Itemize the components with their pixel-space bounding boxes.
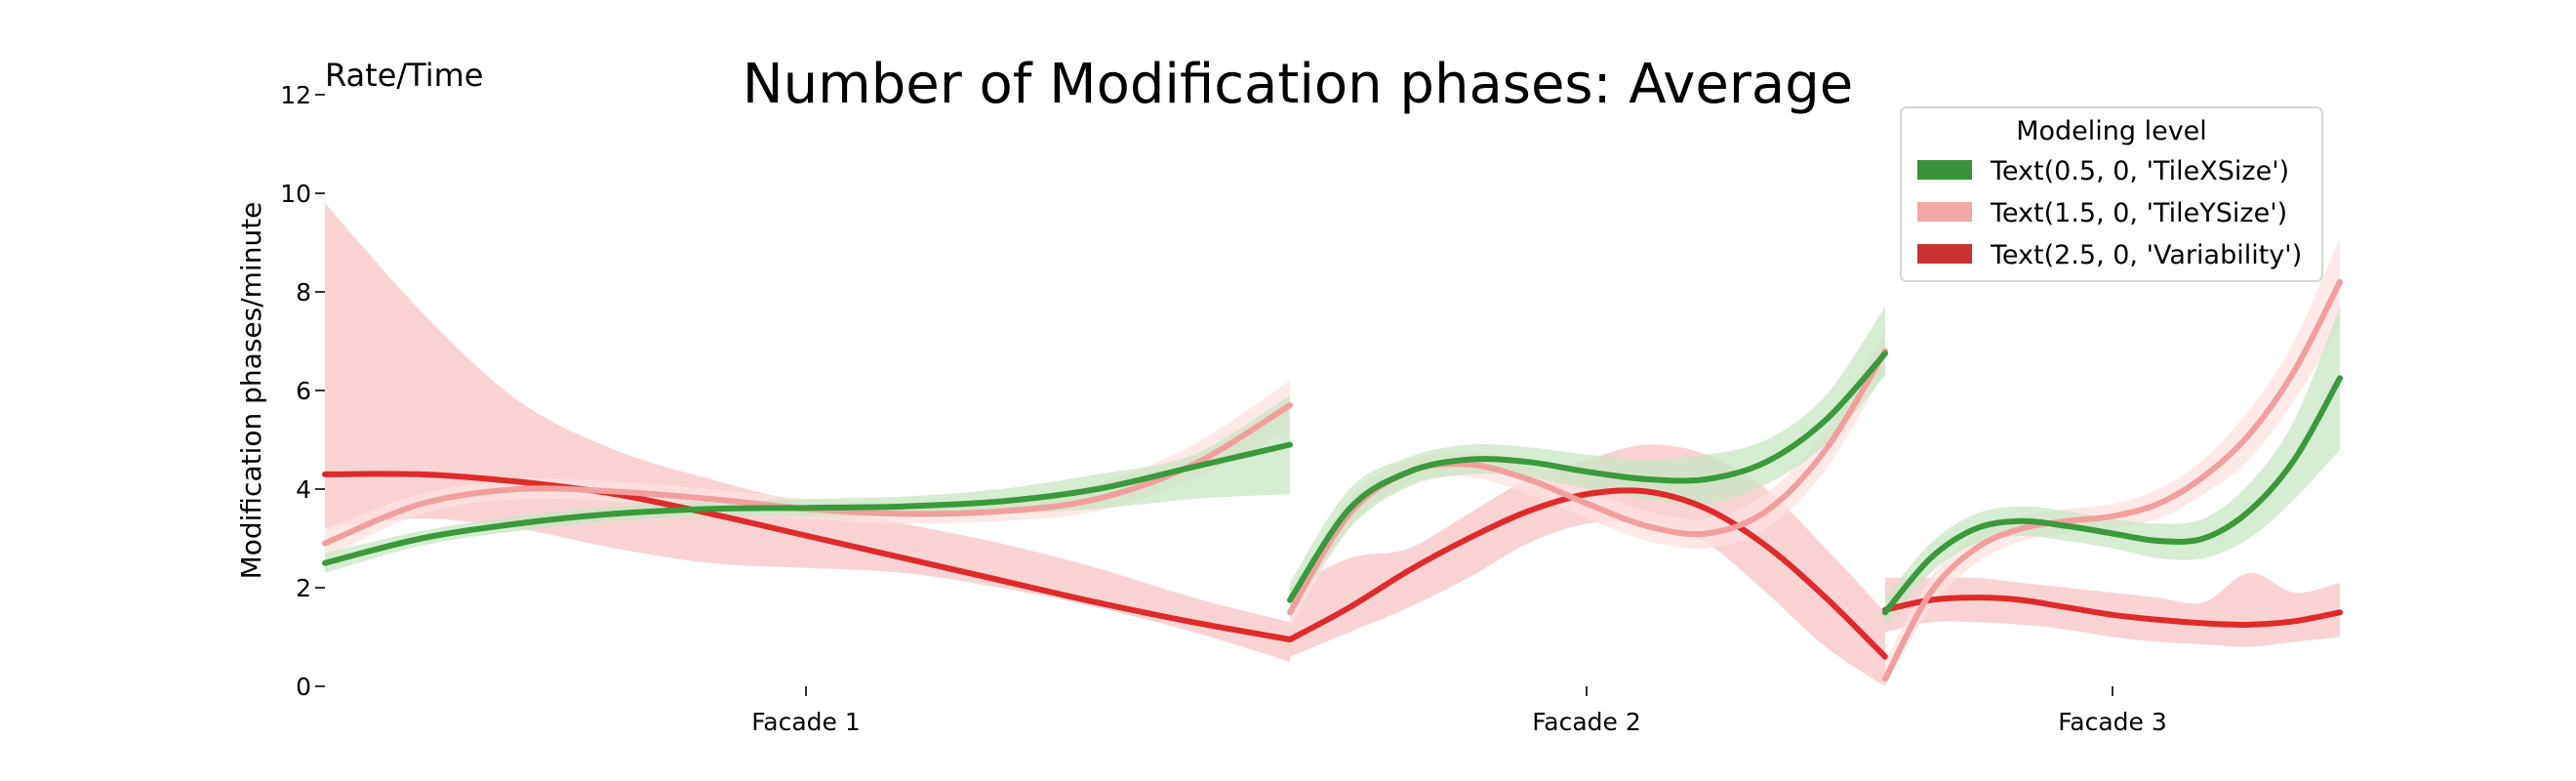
- band-tilexsize-facade-1: [325, 395, 1290, 573]
- x-axis: Facade 1 Facade 2 Facade 3: [751, 686, 2167, 736]
- x-tick-label-facade-2: Facade 2: [1532, 708, 1641, 736]
- legend-entry-tilexsize: Text(0.5, 0, 'TileXSize'): [1990, 156, 2289, 186]
- band-tilexsize-facade-2: [1290, 307, 1885, 618]
- plot-area: [322, 203, 2343, 686]
- band-tilexsize-facade-3: [1885, 307, 2340, 628]
- band-variability-facade-2: [1290, 444, 1885, 686]
- panel-facade-2: [1287, 307, 1888, 686]
- band-variability-facade-1: [325, 203, 1290, 662]
- line-tilexsize-facade-3: [1882, 375, 2343, 616]
- legend-swatch-tileysize: [1917, 202, 1972, 222]
- y-tick-label: 0: [296, 673, 311, 701]
- x-tick-label-facade-3: Facade 3: [2058, 708, 2167, 736]
- chart-title: Number of Modification phases: Average: [743, 53, 1853, 116]
- y-tick-label: 8: [296, 278, 311, 307]
- x-tick-label-facade-1: Facade 1: [751, 708, 861, 736]
- band-variability-facade-3: [1885, 572, 2340, 647]
- band-tileysize-facade-1: [325, 380, 1290, 558]
- y-tick-label: 4: [296, 475, 311, 504]
- y-tick-label: 10: [280, 180, 311, 208]
- legend-frame: [1900, 106, 2323, 282]
- y-tick-label: 2: [296, 574, 311, 602]
- legend-title: Modeling level: [2016, 116, 2207, 146]
- legend-entry-variability: Text(2.5, 0, 'Variability'): [1990, 240, 2302, 270]
- legend-swatch-tilexsize: [1917, 160, 1972, 180]
- line-variability-facade-1: [322, 471, 1293, 642]
- y-axis-title: Modification phases/minute: [235, 202, 267, 580]
- panel-facade-1: [322, 203, 1293, 662]
- line-variability-facade-2: [1287, 487, 1888, 660]
- legend-swatch-variability: [1917, 244, 1972, 264]
- panel-facade-3: [1882, 237, 2343, 686]
- corner-label: Rate/Time: [325, 57, 483, 94]
- line-variability-facade-3: [1882, 595, 2343, 628]
- y-axis: 0 2 4 6 8 10 12: [280, 81, 325, 701]
- y-tick-label: 12: [280, 81, 311, 109]
- line-tileysize-facade-3: [1882, 278, 2343, 682]
- legend-entry-tileysize: Text(1.5, 0, 'TileYSize'): [1990, 198, 2287, 228]
- y-tick-label: 6: [296, 377, 311, 405]
- line-tilexsize-facade-1: [322, 441, 1293, 566]
- line-tilexsize-facade-2: [1287, 350, 1888, 603]
- legend: Modeling level Text(0.5, 0, 'TileXSize')…: [1900, 106, 2323, 282]
